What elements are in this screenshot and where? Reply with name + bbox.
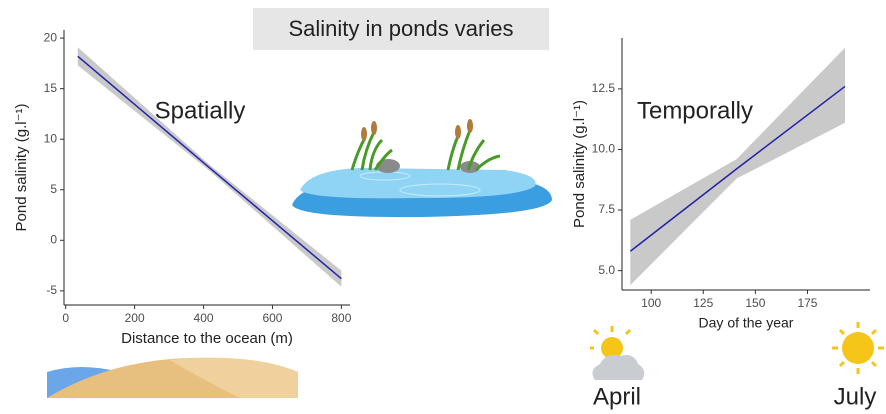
x-tick-label: 175 [797, 296, 817, 310]
season-label: July [834, 383, 877, 410]
x-tick-label: 150 [745, 296, 765, 310]
x-tick-label: 800 [331, 311, 351, 325]
y-tick-label: 7.5 [598, 202, 615, 216]
annotation: Temporally [637, 97, 753, 124]
y-axis-label: Pond salinity (g.l⁻¹) [13, 104, 30, 232]
y-tick-label: 5 [50, 182, 57, 196]
figure-title: Salinity in ponds varies [288, 16, 513, 41]
y-tick-label: 15 [44, 81, 58, 95]
y-tick-label: 20 [44, 30, 58, 44]
x-tick-label: 125 [693, 296, 713, 310]
annotation: Spatially [155, 97, 246, 124]
title-box [253, 8, 549, 50]
y-tick-label: 5.0 [598, 263, 615, 277]
x-tick-label: 100 [641, 296, 661, 310]
x-tick-label: 0 [62, 311, 69, 325]
pond-illustration [292, 119, 552, 218]
y-tick-label: -5 [46, 283, 57, 297]
x-tick-label: 400 [194, 311, 214, 325]
y-tick-label: 12.5 [592, 81, 616, 95]
sun-icon [832, 322, 884, 374]
x-tick-label: 600 [262, 311, 282, 325]
dune-illustration [47, 357, 298, 398]
trend-line [629, 85, 846, 252]
x-tick-label: 200 [125, 311, 145, 325]
y-tick-label: 0 [50, 232, 57, 246]
trend-line [77, 55, 342, 280]
y-axis-label: Pond salinity (g.l⁻¹) [571, 100, 588, 228]
season-label: April [593, 383, 641, 410]
x-axis-label: Day of the year [699, 315, 794, 331]
y-tick-label: 10 [44, 131, 58, 145]
confidence-band [630, 47, 845, 286]
x-axis-label: Distance to the ocean (m) [121, 330, 293, 347]
y-tick-label: 10.0 [592, 142, 616, 156]
cloudy-sun-icon [590, 326, 645, 380]
